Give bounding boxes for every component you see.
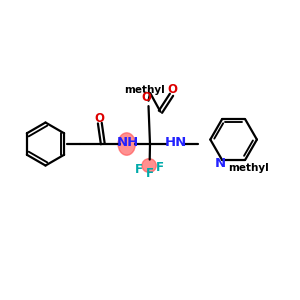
Text: methyl: methyl	[229, 163, 269, 173]
Text: NH: NH	[116, 136, 139, 149]
Text: O: O	[95, 112, 105, 124]
Text: F: F	[135, 163, 143, 176]
Ellipse shape	[142, 159, 156, 172]
Text: F: F	[156, 161, 164, 174]
Text: O: O	[167, 83, 177, 96]
Text: methyl: methyl	[124, 85, 165, 95]
Text: N: N	[214, 157, 226, 170]
Text: O: O	[141, 91, 151, 104]
Text: HN: HN	[164, 136, 187, 149]
Ellipse shape	[118, 133, 135, 155]
Text: F: F	[146, 167, 154, 180]
